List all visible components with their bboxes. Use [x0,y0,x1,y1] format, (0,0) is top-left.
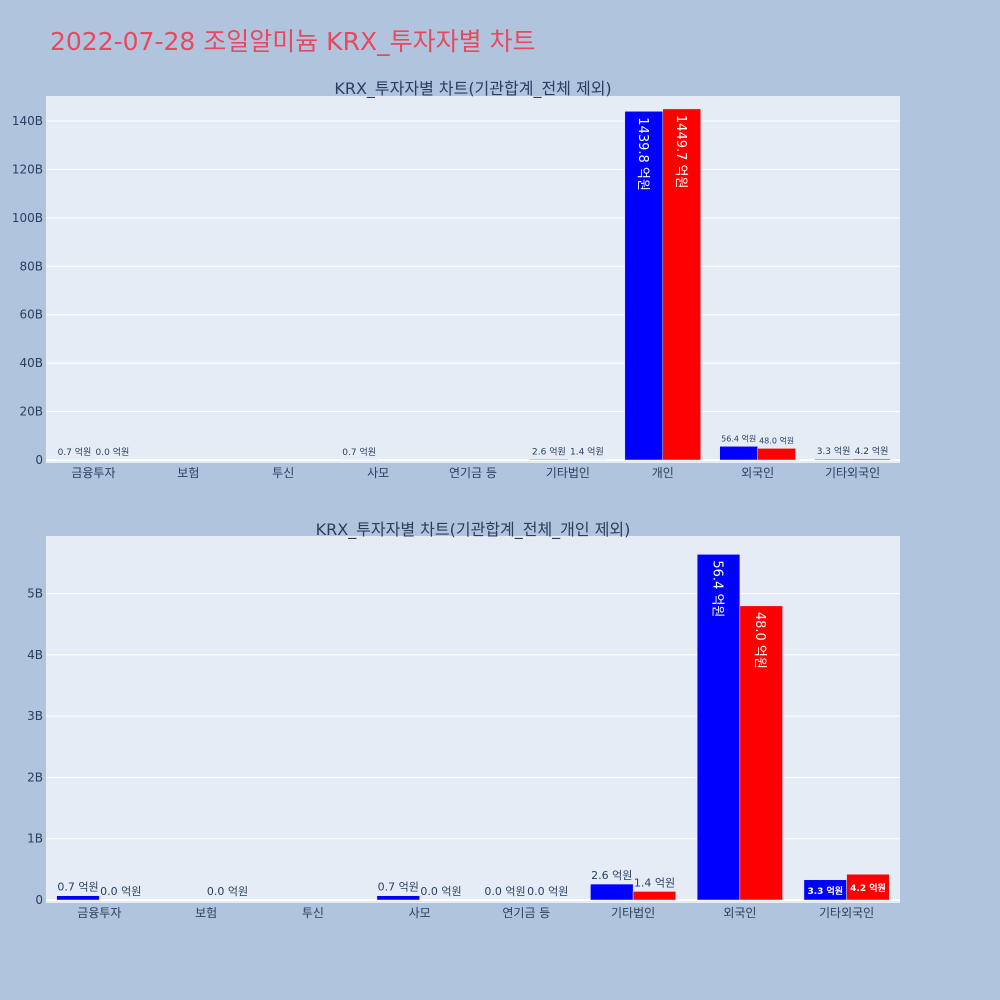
bar [846,874,890,901]
data-label: 3.3 억원 [817,445,851,457]
bar [852,458,891,461]
data-label: 0.0 억원 [100,885,141,898]
x-tick-label: 보험 [177,466,199,480]
data-label: 0.7 억원 [342,446,376,458]
x-tick-label: 개인 [652,466,674,480]
x-tick-label: 연기금 등 [449,466,497,480]
bar [632,891,677,901]
bar [376,895,420,901]
data-label: 0.0 억원 [96,446,130,458]
data-label: 48.0 억원 [752,612,767,669]
data-label: 0.7 억원 [378,881,419,894]
data-label: 4.2 억원 [855,445,889,457]
x-tick-label: 사모 [367,466,389,480]
data-label: 1439.8 억원 [635,117,650,191]
data-label: 0.7 억원 [58,446,92,458]
data-label: 1.4 억원 [570,446,604,458]
x-tick-label: 외국인 [741,466,774,480]
y-tick-label: 0 [35,453,43,467]
y-tick-label: 100B [12,211,43,225]
data-label: 2.6 억원 [532,445,566,457]
bar [696,554,741,901]
y-tick-label: 4B [27,648,43,662]
data-label: 48.0 억원 [759,435,794,445]
y-tick-label: 1B [27,832,43,846]
bar [624,111,664,461]
x-tick-label: 보험 [195,906,217,920]
y-tick-label: 60B [19,308,43,322]
y-tick-label: 120B [12,162,43,176]
x-tick-label: 기타법인 [546,466,590,480]
x-tick-label: 연기금 등 [502,906,550,920]
data-label: 0.0 억원 [484,885,525,898]
data-label: 4.2 억원 [850,882,886,894]
x-tick-label: 사모 [409,906,431,920]
bar [590,883,634,901]
x-tick-label: 금융투자 [77,906,121,920]
bar [757,448,796,461]
x-tick-label: 기타외국인 [825,466,880,480]
data-label: 0.7 억원 [57,881,98,894]
bar [56,895,100,901]
chart-title: KRX_투자자별 차트(기관합계_전체 제외) [334,79,611,99]
y-tick-label: 3B [27,709,43,723]
y-tick-label: 140B [12,114,43,128]
x-tick-label: 외국인 [723,906,756,920]
data-label: 0.0 억원 [527,885,568,898]
data-label: 3.3 억원 [807,885,843,897]
bar [529,459,569,461]
x-tick-label: 투신 [302,906,324,920]
data-label: 0.0 억원 [207,885,248,898]
y-tick-label: 2B [27,770,43,784]
data-label: 56.4 억원 [721,433,756,443]
plot-background [46,96,900,463]
y-tick-label: 20B [19,405,43,419]
chart-1: KRX_투자자별 차트(기관합계_전체 제외) 0 20B 40B 60B 80B 100B… [12,79,900,480]
x-tick-label: 투신 [272,466,294,480]
data-label: 56.4 억원 [710,560,725,617]
y-tick-label: 5B [27,587,43,601]
data-label: 1449.7 억원 [673,115,688,189]
chart-title: KRX_투자자별 차트(기관합계_전체_개인 제외) [316,520,631,540]
x-tick-label: 기타법인 [611,906,655,920]
page-title: 2022-07-28 조일알미늄 KRX_투자자별 차트 [50,27,536,56]
y-tick-label: 40B [19,356,43,370]
bar [662,108,701,461]
bar [739,605,783,901]
data-label: 0.0 억원 [420,885,461,898]
bar [814,458,853,461]
y-tick-label: 80B [19,259,43,273]
x-tick-label: 기타외국인 [819,906,874,920]
bar [719,446,758,461]
y-tick-label: 0 [35,893,43,907]
data-label: 1.4 억원 [634,876,675,889]
data-label: 2.6 억원 [591,869,632,882]
chart-2: KRX_투자자별 차트(기관합계_전체_개인 제외) 0 1B 2B 3B 4B 5B 금융투… [27,520,900,920]
x-tick-label: 금융투자 [71,466,115,480]
